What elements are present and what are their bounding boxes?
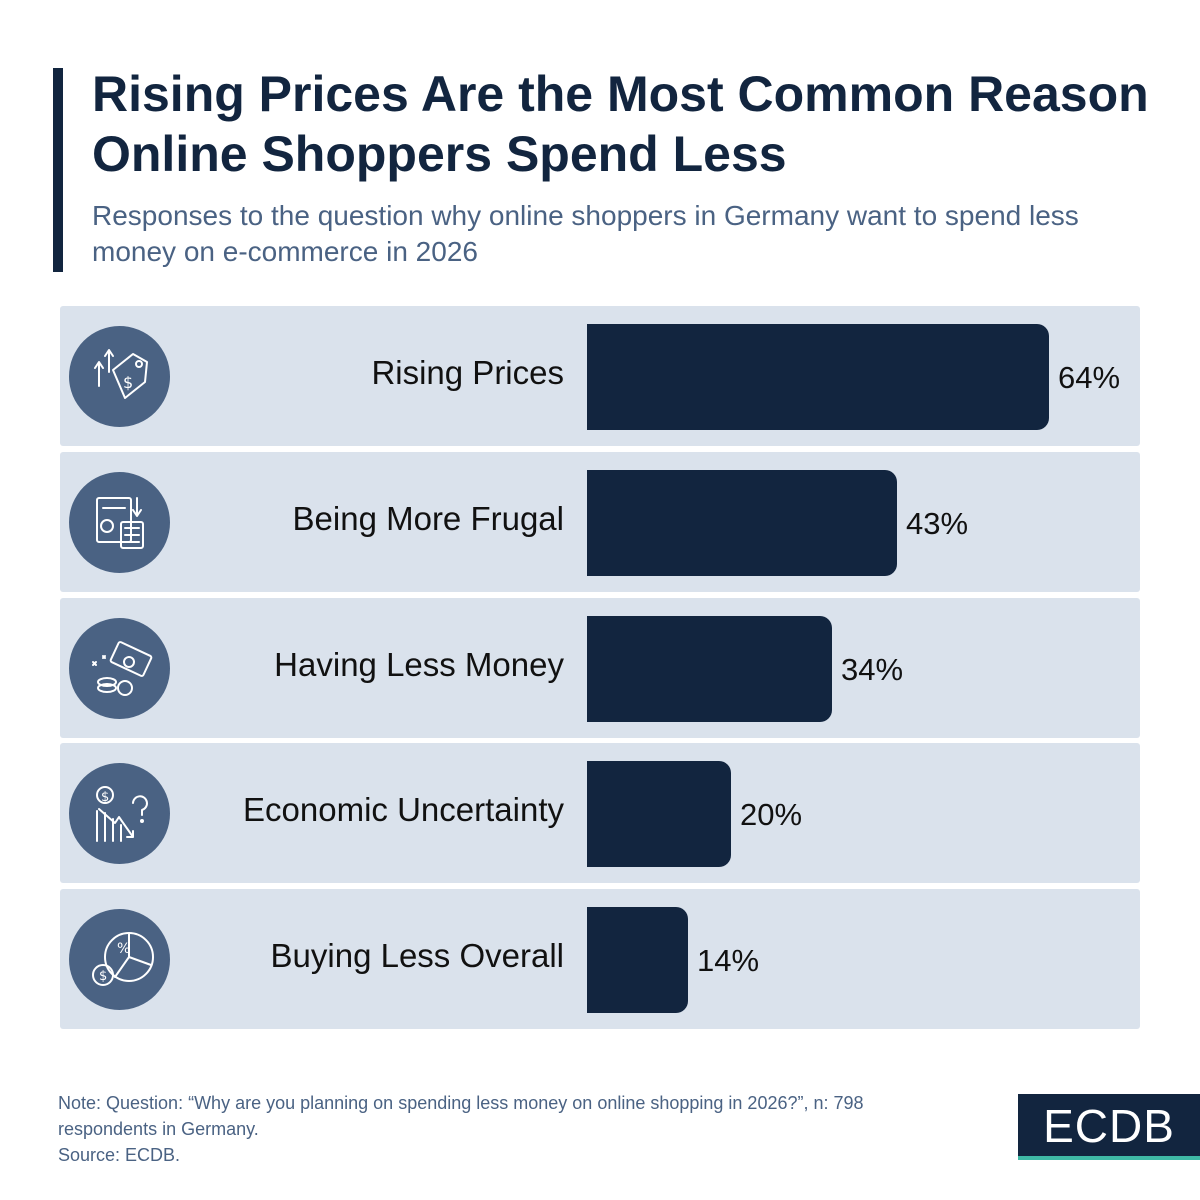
value-label: 20% xyxy=(740,797,803,832)
page-subtitle: Responses to the question why online sho… xyxy=(92,200,1079,267)
category-label: Economic Uncertainty xyxy=(243,791,564,828)
bar-chart: $ Rising Prices 64% Being More Frugal 43% Hav… xyxy=(60,306,1140,1030)
bar xyxy=(587,907,688,1013)
value-label: 43% xyxy=(906,506,969,541)
page-title: Rising Prices Are the Most Common Reason… xyxy=(92,66,1149,182)
svg-text:$: $ xyxy=(101,790,109,805)
svg-text:%: % xyxy=(117,941,130,957)
logo-text: ECDB xyxy=(1043,1100,1175,1152)
chart-row: Being More Frugal 43% xyxy=(60,452,1140,592)
title-accent-bar xyxy=(53,68,63,272)
rising-price-tag-icon: $ xyxy=(69,326,170,427)
bar xyxy=(587,761,731,867)
svg-text:$: $ xyxy=(123,373,133,392)
uncertainty-chart-icon: $ xyxy=(69,763,170,864)
category-label: Rising Prices xyxy=(371,354,564,391)
value-label: 14% xyxy=(697,943,760,978)
chart-row: $ Rising Prices 64% xyxy=(60,306,1140,446)
source-text: Source: ECDB. xyxy=(58,1145,181,1165)
money-coins-icon xyxy=(69,618,170,719)
chart-row: % $ Buying Less Overall 14% xyxy=(60,889,1140,1029)
bar xyxy=(587,470,897,576)
ecdb-logo: ECDB xyxy=(1018,1094,1200,1160)
value-label: 64% xyxy=(1058,360,1121,395)
chart-row: Having Less Money 34% xyxy=(60,598,1140,738)
pie-chart-money-icon: % $ xyxy=(69,909,170,1010)
bar xyxy=(587,616,832,722)
svg-text:$: $ xyxy=(99,969,107,984)
category-label: Having Less Money xyxy=(274,646,564,683)
value-label: 34% xyxy=(841,652,904,687)
chart-row: $ Economic Uncertainty 20% xyxy=(60,743,1140,883)
category-label: Buying Less Overall xyxy=(270,937,564,974)
budget-calculator-icon xyxy=(69,472,170,573)
footnote: Note: Question: “Why are you planning on… xyxy=(58,1090,958,1168)
note-text: Note: Question: “Why are you planning on… xyxy=(58,1093,864,1139)
category-label: Being More Frugal xyxy=(292,500,564,537)
bar xyxy=(587,324,1049,430)
